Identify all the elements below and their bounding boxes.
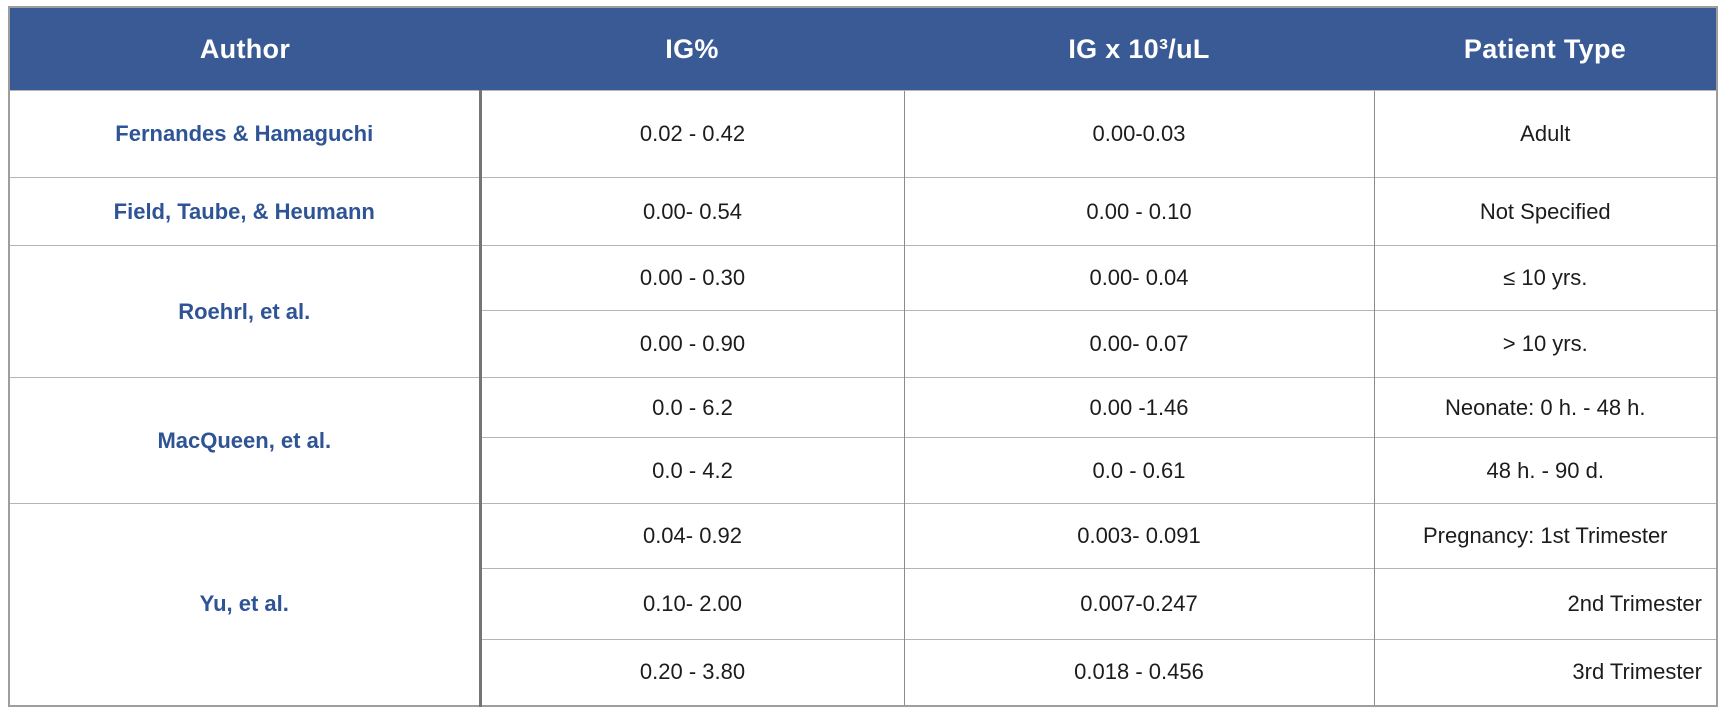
ig-abs-cell: 0.00 -1.46 [904, 377, 1375, 438]
patient-type-cell: Pregnancy: 1st Trimester [1374, 503, 1717, 569]
patient-type-cell: 3rd Trimester [1374, 639, 1717, 706]
table-row: 0.00 - 0.90 0.00- 0.07 > 10 yrs. [9, 310, 1717, 378]
ig-pct-cell: 0.00- 0.54 [480, 177, 905, 246]
header-row: Author IG% IG x 10³/uL Patient Type [9, 7, 1717, 91]
table-row: 0.20 - 3.80 0.018 - 0.456 3rd Trimester [9, 639, 1717, 706]
ig-pct-cell: 0.0 - 4.2 [480, 437, 905, 504]
author-cell: MacQueen, et al. [9, 377, 482, 504]
patient-type-cell: Not Specified [1374, 177, 1717, 246]
ig-abs-cell: 0.007-0.247 [904, 568, 1375, 640]
ig-abs-cell: 0.00- 0.07 [904, 310, 1375, 378]
patient-type-cell: 48 h. - 90 d. [1374, 437, 1717, 504]
table-row: MacQueen, et al. 0.0 - 6.2 0.00 -1.46 Ne… [9, 377, 1717, 504]
ig-abs-cell: 0.00- 0.04 [904, 245, 1375, 311]
ig-pct-cell: 0.02 - 0.42 [480, 90, 905, 178]
ig-reference-table: Author IG% IG x 10³/uL Patient Type Fern… [8, 6, 1718, 707]
ig-abs-cell: 0.0 - 0.61 [904, 437, 1375, 504]
column-header-author: Author [9, 7, 480, 91]
table-row: Roehrl, et al. 0.00 - 0.30 0.00- 0.04 ≤ … [9, 245, 1717, 378]
ig-abs-cell: 0.00-0.03 [904, 90, 1375, 178]
column-header-patient: Patient Type [1374, 7, 1717, 91]
ig-abs-cell: 0.018 - 0.456 [904, 639, 1375, 706]
ig-pct-cell: 0.04- 0.92 [480, 503, 905, 569]
patient-type-cell: Adult [1374, 90, 1717, 178]
ig-pct-cell: 0.0 - 6.2 [480, 377, 905, 438]
table-row: Fernandes & Hamaguchi 0.02 - 0.42 0.00-0… [9, 90, 1717, 178]
ig-pct-cell: 0.20 - 3.80 [480, 639, 905, 706]
ig-pct-cell: 0.00 - 0.90 [480, 310, 905, 378]
ig-abs-cell: 0.00 - 0.10 [904, 177, 1375, 246]
ig-pct-cell: 0.00 - 0.30 [480, 245, 905, 311]
patient-type-cell: Neonate: 0 h. - 48 h. [1374, 377, 1717, 438]
ig-pct-cell: 0.10- 2.00 [480, 568, 905, 640]
author-cell: Roehrl, et al. [9, 245, 482, 378]
patient-type-cell: ≤ 10 yrs. [1374, 245, 1717, 311]
reference-table-container: Author IG% IG x 10³/uL Patient Type Fern… [8, 6, 1718, 707]
table-row: Field, Taube, & Heumann 0.00- 0.54 0.00 … [9, 177, 1717, 246]
column-header-ig-pct: IG% [480, 7, 904, 91]
table-row: 0.0 - 4.2 0.0 - 0.61 48 h. - 90 d. [9, 437, 1717, 504]
patient-type-cell: > 10 yrs. [1374, 310, 1717, 378]
column-header-ig-abs: IG x 10³/uL [904, 7, 1374, 91]
table-row: Yu, et al. 0.04- 0.92 0.003- 0.091 Pregn… [9, 503, 1717, 706]
patient-type-cell: 2nd Trimester [1374, 568, 1717, 640]
table-row: 0.10- 2.00 0.007-0.247 2nd Trimester [9, 568, 1717, 640]
author-cell: Yu, et al. [9, 503, 482, 706]
author-cell: Fernandes & Hamaguchi [9, 90, 482, 178]
ig-abs-cell: 0.003- 0.091 [904, 503, 1375, 569]
author-cell: Field, Taube, & Heumann [9, 177, 482, 246]
